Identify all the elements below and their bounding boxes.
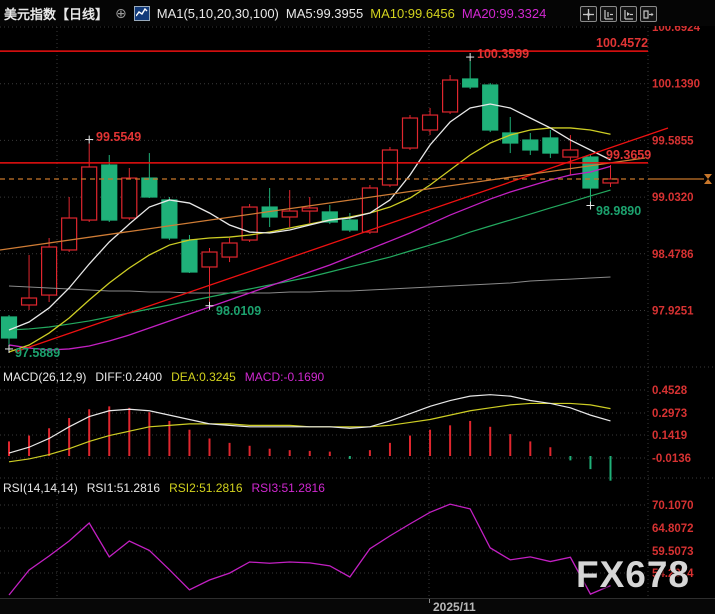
price-annotation: 100.3599 bbox=[477, 47, 529, 61]
main-y-axis-label: 97.9251 bbox=[652, 306, 694, 318]
rsi-y-axis-label: 64.8072 bbox=[652, 523, 694, 535]
ma100-line bbox=[8, 276, 611, 294]
alert-price-label: 100.4572 bbox=[596, 36, 648, 50]
ma30-line bbox=[8, 189, 611, 331]
price-annotation: 97.5889 bbox=[15, 346, 60, 360]
page-title: 美元指数【日线】 bbox=[4, 6, 109, 22]
rsi-header: RSI(14,14,14) RSI1:51.2816 RSI2:51.2816 … bbox=[3, 481, 325, 495]
macd-diff-value: DIFF:0.2400 bbox=[95, 370, 163, 384]
main-y-axis-label: 100.1390 bbox=[652, 79, 700, 91]
main-y-axis-label: 98.4786 bbox=[652, 249, 694, 261]
low-marker-icon bbox=[586, 201, 595, 210]
ma-settings-label: MA1(5,10,20,30,100) bbox=[156, 5, 279, 21]
ma20-line bbox=[8, 165, 611, 351]
rsi-line bbox=[8, 503, 611, 596]
gridlines: 100.6924100.139099.585599.032098.478697.… bbox=[0, 22, 715, 597]
high-marker-icon bbox=[85, 135, 94, 144]
ma20-value-label: MA20:99.3324 bbox=[461, 5, 547, 21]
macd-dea-value: DEA:0.3245 bbox=[171, 370, 236, 384]
low-marker-icon bbox=[205, 301, 214, 310]
price-marker-icon bbox=[704, 173, 712, 179]
trendline[interactable] bbox=[0, 157, 646, 251]
main-y-axis-label: 99.0320 bbox=[652, 192, 694, 204]
ma5-line bbox=[8, 103, 611, 331]
macd-histogram bbox=[8, 406, 612, 481]
macd-value: MACD:-0.1690 bbox=[244, 370, 325, 384]
axis-collapse-icon[interactable] bbox=[640, 6, 657, 22]
chart-type-icon[interactable] bbox=[133, 5, 150, 21]
ma10-line bbox=[8, 127, 611, 353]
chart-header: 美元指数【日线】 ⊕ MA1(5,10,20,30,100) MA5:99.39… bbox=[0, 0, 715, 26]
ma10-value-label: MA10:99.6456 bbox=[370, 5, 455, 21]
chart-toolbar bbox=[580, 6, 657, 22]
rsi3-value: RSI3:51.2816 bbox=[251, 481, 325, 495]
diff-line bbox=[8, 394, 611, 454]
rsi-settings-label: RSI(14,14,14) bbox=[3, 481, 78, 495]
macd-y-axis-label: 0.2973 bbox=[652, 408, 687, 420]
main-y-axis-label: 99.5855 bbox=[652, 135, 694, 147]
macd-settings-label: MACD(26,12,9) bbox=[3, 370, 87, 384]
expand-icon[interactable]: ⊕ bbox=[115, 4, 127, 21]
price-annotation: 98.0109 bbox=[216, 304, 261, 318]
crosshair-move-icon[interactable] bbox=[580, 6, 597, 22]
month-tick bbox=[429, 599, 430, 603]
rsi1-value: RSI1:51.2816 bbox=[86, 481, 161, 495]
high-marker-icon bbox=[466, 53, 475, 62]
candlestick-series bbox=[0, 61, 619, 345]
rsi2-value: RSI2:51.2816 bbox=[169, 481, 243, 495]
y-axis-scale-icon[interactable] bbox=[600, 6, 617, 22]
fx678-watermark: FX678 bbox=[576, 554, 691, 595]
rsi-y-axis-label: 59.5073 bbox=[652, 546, 694, 558]
macd-y-axis-label: 0.1419 bbox=[652, 430, 687, 442]
macd-header: MACD(26,12,9) DIFF:0.2400 DEA:0.3245 MAC… bbox=[3, 370, 324, 384]
price-marker-icon bbox=[704, 178, 712, 184]
y-axis-pan-icon[interactable] bbox=[620, 6, 637, 22]
price-annotation: 98.9890 bbox=[596, 204, 641, 218]
time-axis-bar[interactable]: 2025/11 bbox=[0, 598, 715, 614]
month-label: 2025/11 bbox=[433, 600, 476, 614]
rsi-y-axis-label: 70.1070 bbox=[652, 500, 694, 512]
price-annotation: 99.5549 bbox=[96, 130, 141, 144]
macd-y-axis-label: -0.0136 bbox=[652, 453, 691, 465]
ma5-value-label: MA5:99.3955 bbox=[285, 5, 364, 21]
macd-y-axis-label: 0.4528 bbox=[652, 385, 688, 397]
low-marker-icon bbox=[5, 344, 13, 353]
alert-price-label: 99.3659 bbox=[606, 148, 651, 162]
trendline[interactable] bbox=[14, 127, 669, 353]
rsi-y-axis-label: 54.2074 bbox=[652, 568, 694, 580]
